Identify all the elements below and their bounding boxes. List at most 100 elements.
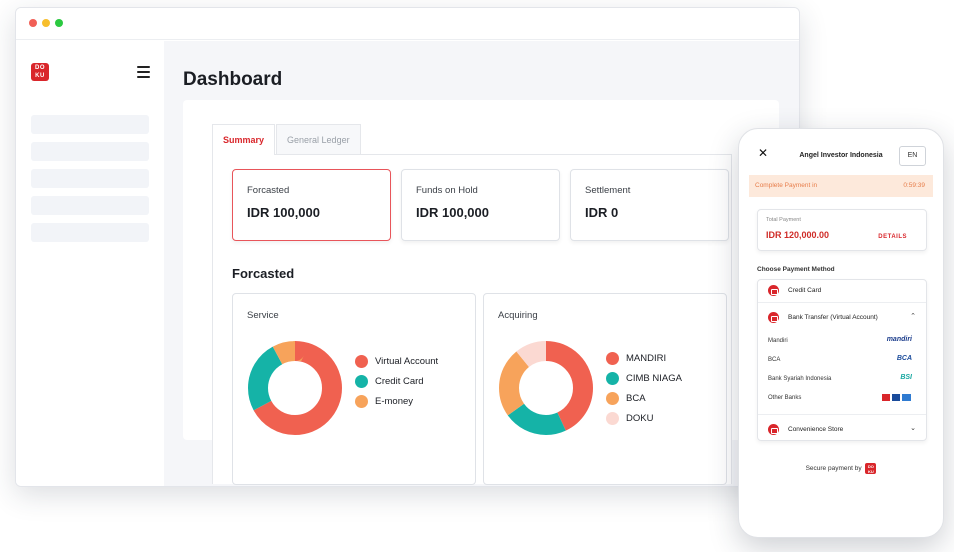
language-button[interactable]: EN — [899, 146, 926, 166]
tab-general-ledger[interactable]: General Ledger — [276, 124, 361, 154]
doku-logo[interactable]: DO KU — [31, 63, 49, 81]
acquiring-chart-card: Acquiring MANDIRI CIMB NIAGA BCA DOKU — [483, 293, 727, 485]
legend-item[interactable]: MANDIRI — [606, 348, 682, 368]
donut-slice-credit-card[interactable] — [248, 341, 342, 435]
bank-name: BCA — [768, 357, 781, 363]
donut-slice-e-money[interactable] — [248, 341, 342, 435]
chevron-down-icon: ⌄ — [910, 425, 916, 432]
divider — [758, 414, 926, 415]
sidebar-placeholder-item[interactable] — [31, 115, 149, 134]
bsi-logo-icon: BSI — [900, 374, 912, 381]
stat-value: IDR 100,000 — [247, 205, 320, 220]
bca-logo-icon: BCA — [896, 355, 912, 362]
donut-slice-doku[interactable] — [499, 341, 593, 435]
tab-summary[interactable]: Summary — [212, 124, 276, 155]
sidebar: DO KU — [16, 41, 164, 486]
chart-title: Service — [247, 310, 279, 321]
stat-card-funds-on-hold[interactable]: Funds on Hold IDR 100,000 — [401, 169, 560, 241]
window-titlebar — [16, 8, 799, 40]
phone-checkout: ✕ Angel Investor Indonesia EN Complete P… — [738, 128, 944, 538]
legend-swatch — [606, 411, 619, 425]
details-link[interactable]: DETAILS — [878, 234, 907, 240]
maximize-window-icon[interactable] — [55, 19, 63, 27]
acquiring-legend: MANDIRI CIMB NIAGA BCA DOKU — [606, 348, 682, 428]
bank-icon — [768, 312, 779, 323]
minimize-window-icon[interactable] — [42, 19, 50, 27]
secure-label: Secure payment by — [805, 465, 862, 473]
dashboard-window: DO KU Dashboard Summary General Ledger Fo… — [15, 7, 800, 487]
method-label: Credit Card — [788, 287, 822, 294]
stat-label: Settlement — [585, 185, 631, 196]
sidebar-placeholder-item[interactable] — [31, 142, 149, 161]
method-bank-transfer[interactable]: Bank Transfer (Virtual Account) ⌃ — [758, 307, 926, 329]
legend-item[interactable]: CIMB NIAGA — [606, 368, 682, 388]
chart-title: Acquiring — [498, 310, 538, 321]
legend-item[interactable]: BCA — [606, 388, 682, 408]
payment-timer-bar: Complete Payment in 0:59:39 — [749, 175, 933, 197]
legend-label: E-money — [375, 395, 414, 407]
legend-label: CIMB NIAGA — [626, 372, 682, 384]
service-donut-chart — [248, 341, 342, 435]
total-payment-card: Total Payment IDR 120,000.00 DETAILS — [757, 209, 927, 251]
legend-label: MANDIRI — [626, 352, 667, 364]
legend-swatch — [355, 374, 368, 388]
stat-card-settlement[interactable]: Settlement IDR 0 — [570, 169, 729, 241]
close-icon[interactable]: ✕ — [758, 146, 769, 160]
legend-item[interactable]: Credit Card — [355, 371, 438, 391]
choose-method-label: Choose Payment Method — [757, 266, 835, 273]
bank-option-bsi[interactable]: Bank Syariah Indonesia BSI — [768, 373, 916, 387]
close-window-icon[interactable] — [29, 19, 37, 27]
page-title: Dashboard — [183, 69, 283, 90]
stat-value: IDR 0 — [585, 205, 619, 220]
main-content: Dashboard Summary General Ledger Forcast… — [164, 41, 799, 486]
bank-option-bca[interactable]: BCA BCA — [768, 354, 916, 368]
timer-label: Complete Payment in — [755, 182, 818, 189]
legend-label: Virtual Account — [375, 355, 439, 367]
sidebar-placeholder-item[interactable] — [31, 169, 149, 188]
tab-bar: Summary General Ledger — [212, 124, 362, 155]
merchant-name: Angel Investor Indonesia — [799, 152, 883, 159]
service-legend: Virtual Account Credit Card E-money — [355, 351, 438, 411]
divider — [758, 302, 926, 303]
secure-payment-footer: Secure payment by DO KU — [739, 463, 943, 474]
legend-swatch — [355, 394, 368, 408]
section-title: Forcasted — [232, 266, 295, 281]
bank-name: Bank Syariah Indonesia — [768, 376, 832, 382]
method-credit-card[interactable]: Credit Card — [758, 280, 926, 302]
donut-slice-bca[interactable] — [499, 341, 593, 435]
doku-mini-logo: DO KU — [865, 463, 877, 474]
hamburger-menu-icon[interactable] — [137, 66, 150, 78]
legend-item[interactable]: Virtual Account — [355, 351, 438, 371]
acquiring-donut-chart — [499, 341, 593, 435]
legend-swatch — [606, 371, 619, 385]
stat-label: Forcasted — [247, 185, 290, 196]
service-chart-card: Service Virtual Account Credit Card E-mone… — [232, 293, 476, 485]
bank-option-mandiri[interactable]: Mandiri mandiri — [768, 335, 916, 349]
method-label: Convenience Store — [788, 426, 844, 433]
donut-slice-cimb-niaga[interactable] — [499, 341, 593, 435]
stat-card-forcasted[interactable]: Forcasted IDR 100,000 — [232, 169, 391, 241]
timer-value: 0:59:39 — [903, 182, 925, 189]
legend-swatch — [606, 391, 619, 405]
payment-methods-list: Credit Card Bank Transfer (Virtual Accou… — [757, 279, 927, 441]
bank-option-other[interactable]: Other Banks — [768, 392, 916, 406]
method-label: Bank Transfer (Virtual Account) — [788, 314, 878, 321]
method-convenience-store[interactable]: Convenience Store ⌄ — [758, 419, 926, 441]
bank-name: Other Banks — [768, 395, 802, 401]
total-value: IDR 120,000.00 — [766, 230, 830, 240]
legend-item[interactable]: DOKU — [606, 408, 682, 428]
stat-label: Funds on Hold — [416, 185, 478, 196]
legend-label: DOKU — [626, 412, 654, 424]
legend-item[interactable]: E-money — [355, 391, 438, 411]
legend-swatch — [606, 351, 619, 365]
mandiri-logo-icon: mandiri — [886, 336, 912, 343]
sidebar-placeholder-item[interactable] — [31, 223, 149, 242]
chevron-up-icon: ⌃ — [910, 313, 916, 320]
legend-label: Credit Card — [375, 375, 424, 387]
legend-label: BCA — [626, 392, 646, 404]
legend-swatch — [355, 354, 368, 368]
sidebar-placeholder-item[interactable] — [31, 196, 149, 215]
checkout-header: ✕ Angel Investor Indonesia EN — [739, 129, 943, 175]
store-icon — [768, 424, 779, 435]
stat-value: IDR 100,000 — [416, 205, 489, 220]
